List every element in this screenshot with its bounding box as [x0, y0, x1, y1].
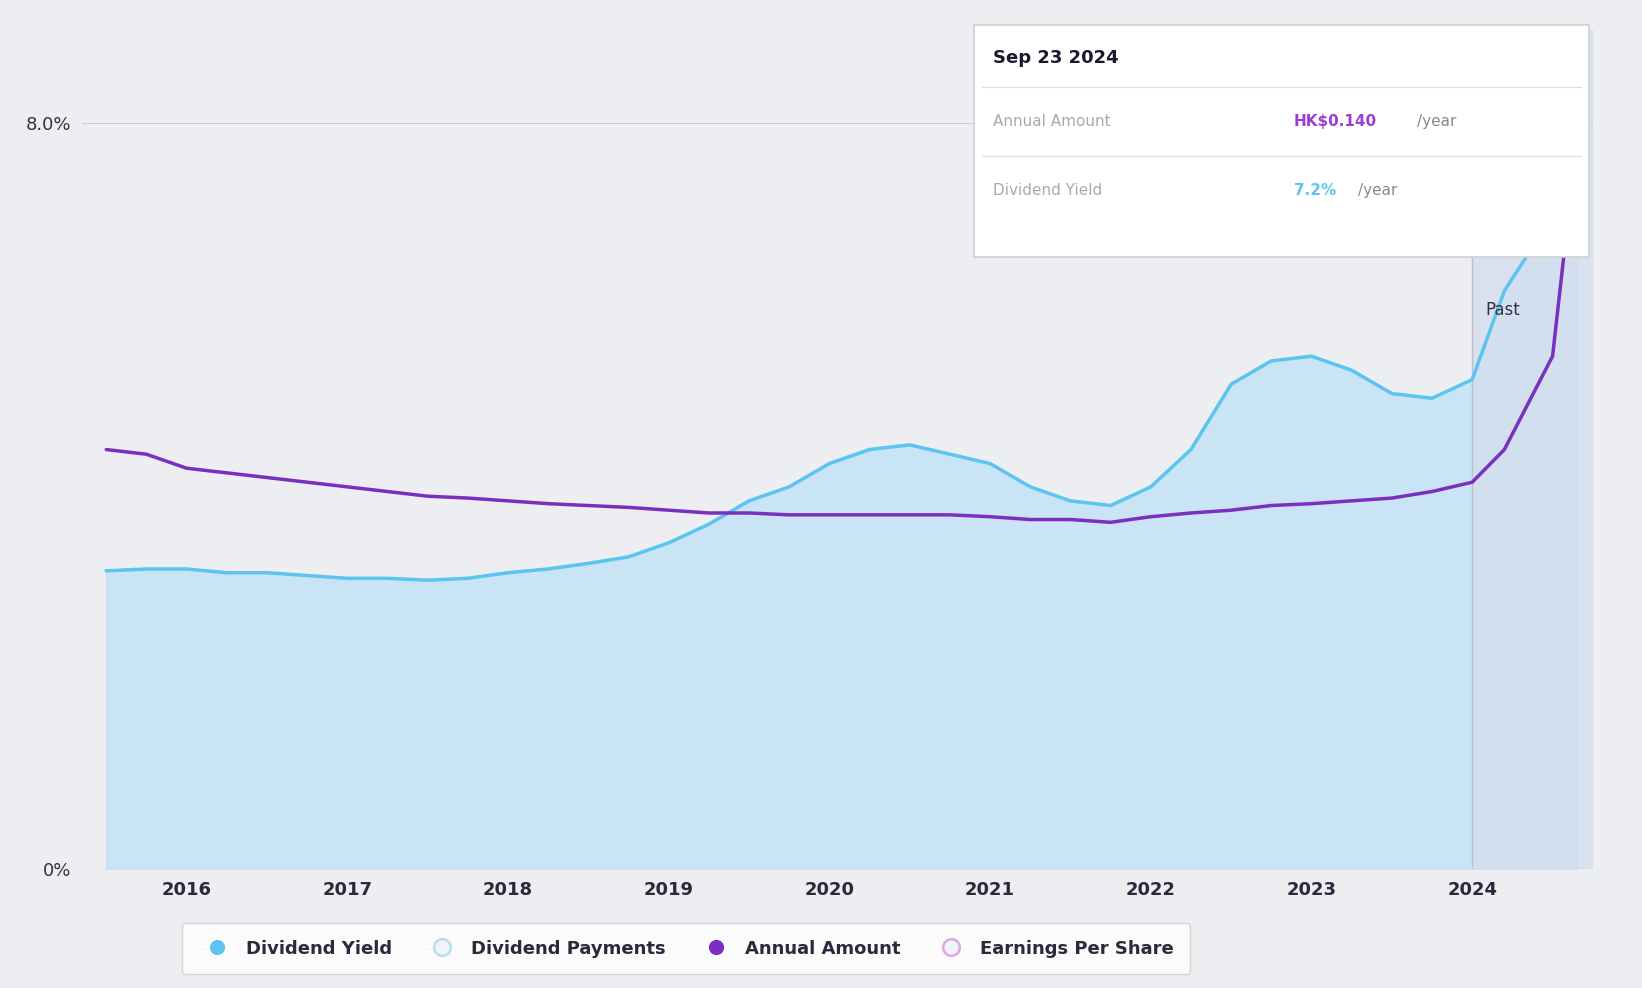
Text: Annual Amount: Annual Amount — [993, 114, 1112, 129]
Text: Dividend Yield: Dividend Yield — [993, 183, 1103, 199]
Text: /year: /year — [1417, 114, 1456, 129]
Text: Sep 23 2024: Sep 23 2024 — [993, 49, 1120, 67]
Text: HK$0.140: HK$0.140 — [1294, 114, 1378, 129]
Text: Past: Past — [1484, 300, 1520, 318]
Legend: Dividend Yield, Dividend Payments, Annual Amount, Earnings Per Share: Dividend Yield, Dividend Payments, Annua… — [182, 923, 1190, 974]
Bar — [1473, 30, 1601, 869]
Text: 7.2%: 7.2% — [1294, 183, 1337, 199]
Text: /year: /year — [1358, 183, 1397, 199]
